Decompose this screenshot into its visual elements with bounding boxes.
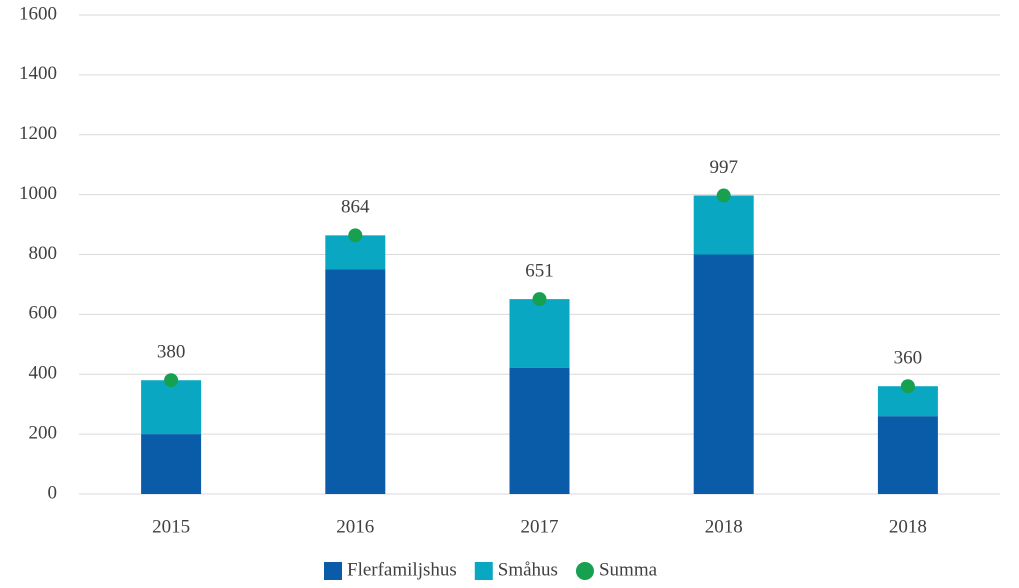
y-tick-label: 800 <box>29 243 58 264</box>
legend-label: Summa <box>599 559 658 580</box>
y-tick-label: 1200 <box>19 123 57 144</box>
bar-segment <box>877 416 938 494</box>
bar-segment <box>693 254 754 494</box>
y-tick-label: 1000 <box>19 183 57 204</box>
legend-marker <box>575 562 594 580</box>
bar-segment <box>141 380 202 435</box>
x-tick-label: 2015 <box>152 516 190 537</box>
y-tick-label: 0 <box>48 482 58 503</box>
legend-label: Flerfamiljshus <box>347 559 457 580</box>
legend-marker <box>324 562 342 580</box>
x-tick-label: 2018 <box>705 516 743 537</box>
sum-dot <box>164 373 179 388</box>
data-label: 864 <box>341 197 370 218</box>
legend-label: Småhus <box>498 559 558 580</box>
bar-segment <box>509 299 570 368</box>
sum-dot <box>716 188 731 203</box>
bar-segment <box>325 269 386 494</box>
bar-segment <box>693 195 754 255</box>
data-label: 997 <box>709 157 738 178</box>
y-tick-label: 1600 <box>19 3 57 24</box>
y-tick-label: 400 <box>29 363 58 384</box>
sum-dot <box>900 379 915 394</box>
data-label: 360 <box>894 348 923 369</box>
bar-segment <box>509 367 570 494</box>
x-tick-label: 2016 <box>336 516 374 537</box>
sum-dot <box>348 228 363 243</box>
legend-marker <box>474 562 493 580</box>
bar-segment <box>141 434 202 494</box>
y-tick-label: 200 <box>29 422 58 443</box>
y-tick-label: 1400 <box>19 63 57 84</box>
data-label: 380 <box>157 342 186 363</box>
y-tick-label: 600 <box>29 303 58 324</box>
x-tick-label: 2018 <box>889 516 927 537</box>
data-label: 651 <box>525 260 554 281</box>
x-tick-label: 2017 <box>521 516 559 537</box>
sum-dot <box>532 292 547 307</box>
